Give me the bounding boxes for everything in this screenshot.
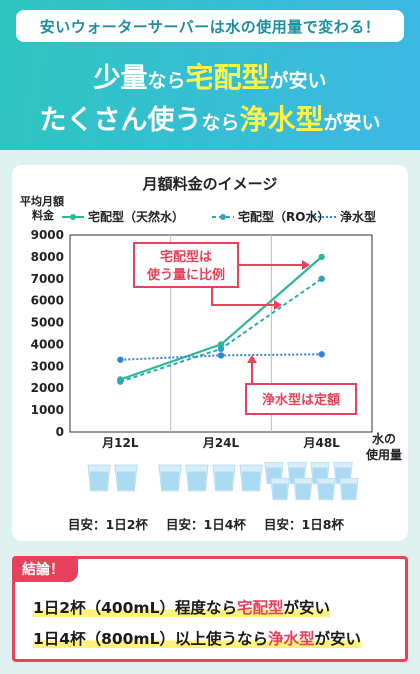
conclusion-2-b: 浄水型 [267,630,315,648]
headline-1-c: 宅配型 [185,61,270,94]
headline-2-b: なら [201,112,240,134]
conclusion-2-c: が安い [314,630,361,648]
callout-arrowhead [302,260,310,270]
data-point [217,341,225,348]
chart-card: 月額料金のイメージ 平均月額 料金 宅配型（天然水） 宅配型（RO水） 浄水型 0 10… [12,165,408,541]
data-point [117,356,124,363]
water-glass-icon [315,477,336,505]
legend-label: 宅配型（RO水） [238,209,329,224]
conclusion-line-1: 1日2杯（400mL）程度なら宅配型が安い [33,596,330,618]
x-tick-label: 月24L [202,436,240,450]
header-banner: 安いウォーターサーバーは水の使用量で変わる！ 少量なら宅配型が安い たくさん使う… [0,0,420,150]
headline-1-d: が安い [269,70,327,92]
water-glass-icon [292,477,313,505]
plot-frame [69,234,373,433]
y-axis-label-line1: 平均月額 [20,194,64,208]
callout-text-purifier: 浄水型は定額 [262,392,340,408]
water-glass-icon [113,463,138,497]
water-glass-icon [157,463,182,497]
legend-marker [220,214,226,220]
headline-line-1: 少量なら宅配型が安い [0,56,420,96]
chart-title: 月額料金のイメージ [142,175,278,193]
series-line [120,277,323,383]
y-tick-label: 9000 [31,228,64,242]
data-point [217,352,225,359]
callout-arrowhead [247,355,257,363]
cup-guide-label: 目安：1日8杯 [264,517,344,532]
y-tick-label: 5000 [31,316,64,330]
legend-marker [70,214,76,220]
data-point [117,378,124,385]
conclusion-1-a: 1日2杯（400mL）程度なら [33,599,237,617]
callout-arrowhead [274,300,282,310]
conclusion-1-b: 宅配型 [236,599,284,617]
x-axis-label-line2: 使用量 [365,447,402,462]
callout-text-delivery-1: 宅配型は [160,249,212,265]
y-tick-label: 3000 [31,359,64,373]
x-tick-label: 月12L [101,436,139,450]
y-tick-label: 4000 [31,337,64,351]
water-glass-icon [86,463,111,497]
cup-guide-label: 目安：1日2杯 [68,517,148,532]
y-tick-label: 1000 [31,403,64,417]
y-tick-label: 6000 [31,294,64,308]
legend-label: 宅配型（天然水） [88,209,184,224]
x-tick-label: 月48L [302,436,340,450]
headline-2-d: が安い [323,112,381,134]
callout-box-purifier [245,383,357,415]
headline-2-c: 浄水型 [239,103,324,136]
water-glass-icon [238,463,263,497]
y-tick-label: 2000 [31,381,64,395]
cup-guide-label: 目安：1日4杯 [166,517,246,532]
y-tick-label: 7000 [31,272,64,286]
callout-box-delivery [133,242,239,288]
conclusion-badge: 結論！ [12,556,78,582]
y-ticks: 0 1000 2000 3000 4000 5000 6000 7000 8000 9000 [31,228,64,439]
y-tick-label: 8000 [31,250,64,264]
series-lines [117,253,325,385]
legend-label: 浄水型 [340,209,376,224]
header-pill: 安いウォーターサーバーは水の使用量で変わる！ [16,10,404,42]
water-glass-icon [184,463,209,497]
headline-2-a: たくさん使う [39,105,202,136]
data-point [318,253,325,261]
y-axis-label-line2: 料金 [32,208,55,222]
data-point [318,275,325,282]
conclusion-box: 結論！ 1日2杯（400mL）程度なら宅配型が安い 1日4杯（800mL）以上使… [12,556,408,662]
y-tick-label: 0 [56,425,64,439]
conclusion-line-2: 1日4杯（800mL）以上使うなら浄水型が安い [33,627,361,649]
headline-1-b: なら [147,70,186,92]
water-glass-icon [211,463,236,497]
legend: 宅配型（天然水） 宅配型（RO水） 浄水型 [62,209,376,224]
data-point [217,345,225,353]
callout-arrow-delivery-2 [211,287,274,306]
conclusion-2-a: 1日4杯（800mL）以上使うなら [33,630,268,648]
water-glass-icon [338,477,359,505]
callout-text-delivery-2: 使う量に比例 [146,267,225,283]
x-axis-label-line1: 水の [372,431,396,446]
data-point [318,351,325,358]
conclusion-1-c: が安い [283,599,330,617]
headline-line-2: たくさん使うなら浄水型が安い [0,98,420,138]
x-ticks: 月12L 月24L 月48L [101,436,340,450]
water-glass-icon [269,477,290,505]
headline-1-a: 少量 [93,63,148,94]
